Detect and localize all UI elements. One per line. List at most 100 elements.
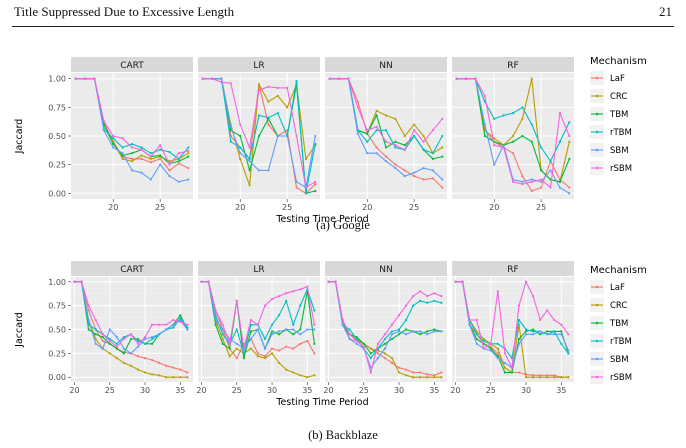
data-point-crc (276, 94, 279, 98)
figure-google: CART 20 25 0.00 0.25 0.50 0.75 1.00 LR 20 25 NN 20 25… (14, 56, 647, 225)
legend-key-point (595, 375, 599, 379)
data-point-sbm (384, 160, 388, 163)
page-number: 21 (659, 4, 672, 19)
data-point-crc (482, 337, 485, 341)
data-point-rsbm (177, 152, 181, 155)
data-point-crc (568, 140, 571, 143)
data-point-crc (567, 376, 570, 379)
data-point-rtbm (136, 339, 140, 343)
facet-title-nn: NN (379, 265, 392, 275)
data-point-rsbm (187, 149, 190, 152)
data-point-rsbm (122, 337, 125, 341)
facet-strip (71, 57, 193, 72)
data-point-tbm (426, 330, 429, 333)
data-point-rtbm (475, 333, 478, 336)
data-point-rsbm (413, 129, 416, 132)
x-tick-label: 25 (282, 203, 292, 212)
legend-key-point (595, 357, 599, 361)
data-point-tbm (314, 189, 317, 193)
data-point-rsbm (419, 290, 422, 293)
data-point-rsbm (390, 323, 394, 326)
data-point-crc (221, 337, 224, 341)
x-tick-label: 20 (362, 203, 372, 212)
data-point-sbm (150, 336, 154, 339)
legend-label-sbm: SBM (610, 355, 629, 365)
data-point-rsbm (179, 320, 182, 323)
data-point-rsbm (140, 148, 143, 151)
data-point-sbm (517, 342, 521, 345)
data-point-rtbm (257, 114, 261, 117)
data-point-tbm (540, 169, 543, 172)
data-point-laf (390, 361, 394, 365)
y-tick-label: 0.50 (48, 132, 66, 141)
legend-key-point (595, 285, 599, 289)
data-point-rtbm (87, 323, 90, 326)
data-point-rtbm (558, 140, 562, 143)
data-point-rsbm (186, 323, 189, 326)
data-point-rsbm (94, 318, 97, 322)
legend-label-crc: CRC (610, 301, 627, 311)
data-point-sbm (292, 328, 295, 331)
data-point-sbm (102, 129, 105, 132)
data-point-sbm (239, 152, 242, 155)
data-point-rsbm (327, 280, 330, 283)
data-point-rsbm (229, 82, 232, 85)
data-point-rsbm (524, 280, 528, 283)
data-point-rsbm (242, 347, 245, 350)
data-point-laf (150, 358, 154, 362)
data-point-rsbm (115, 345, 118, 348)
data-point-rtbm (433, 299, 436, 302)
data-point-tbm (546, 330, 549, 333)
data-point-sbm (440, 330, 443, 333)
x-tick-label: 35 (556, 386, 566, 395)
data-point-sbm (220, 77, 223, 80)
data-point-laf (413, 174, 416, 178)
data-point-crc (179, 376, 182, 379)
data-point-tbm (292, 333, 295, 336)
data-point-laf (540, 186, 543, 189)
data-point-tbm (94, 333, 97, 336)
data-point-rtbm (150, 337, 154, 341)
data-point-rsbm (108, 339, 111, 343)
data-point-tbm (404, 328, 408, 331)
data-point-rtbm (304, 192, 308, 195)
data-point-crc (108, 352, 111, 355)
header-rule (12, 26, 674, 27)
data-point-rtbm (440, 301, 443, 304)
data-point-rsbm (121, 137, 124, 140)
data-point-sbm (568, 192, 571, 195)
y-tick-label: 0.50 (48, 326, 66, 335)
data-point-laf (511, 152, 515, 155)
data-point-rtbm (263, 337, 267, 341)
data-point-sbm (553, 333, 556, 336)
data-point-rsbm (314, 180, 317, 183)
data-point-rtbm (397, 328, 401, 331)
data-point-rsbm (299, 288, 302, 291)
data-point-rsbm (214, 309, 217, 312)
data-point-rsbm (540, 178, 543, 181)
data-point-crc (493, 137, 496, 140)
data-point-tbm (558, 180, 562, 183)
data-point-laf (165, 364, 168, 367)
data-point-rsbm (220, 81, 223, 84)
data-point-sbm (130, 169, 134, 172)
legend-key-point (595, 166, 599, 170)
data-point-rsbm (384, 140, 388, 143)
data-point-laf (299, 342, 302, 345)
data-point-sbm (530, 178, 533, 181)
data-point-sbm (412, 330, 415, 333)
data-point-tbm (228, 347, 231, 350)
data-point-laf (433, 374, 436, 377)
data-point-sbm (426, 333, 429, 336)
x-tick-label: 25 (409, 203, 419, 212)
legend-label-tbm: TBM (609, 110, 628, 120)
data-point-rtbm (285, 299, 288, 302)
data-point-rtbm (521, 106, 524, 109)
data-point-tbm (475, 337, 478, 341)
y-tick-label: 0.75 (48, 302, 66, 311)
data-point-sbm (235, 342, 238, 345)
data-point-tbm (115, 347, 118, 350)
data-point-crc (228, 355, 231, 358)
data-point-rtbm (524, 328, 528, 331)
data-point-crc (122, 361, 125, 365)
